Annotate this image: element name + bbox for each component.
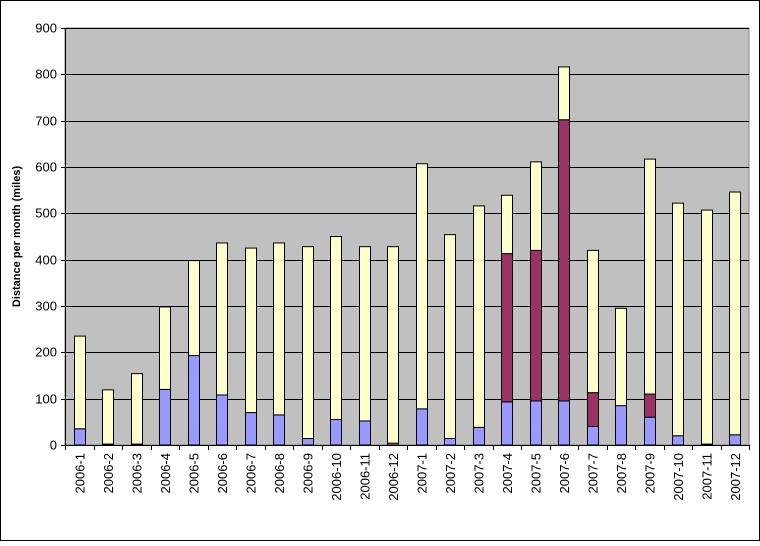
y-axis: 0 100 200 300 400 500 600 700 800 900 <box>35 21 66 453</box>
x-tick-label: 2006-1 <box>72 453 87 493</box>
x-tick-label: 2007-5 <box>528 453 543 493</box>
bar-segment-2007-6-s1 <box>558 400 570 446</box>
bar-group <box>74 66 741 446</box>
x-tick-label: 2006-2 <box>101 453 116 493</box>
y-tick-label: 200 <box>35 345 57 360</box>
x-tick-label: 2007-8 <box>614 453 629 493</box>
bar-segment-2006-4-s3 <box>159 306 171 390</box>
bar-segment-2006-3-s3 <box>131 373 143 445</box>
bar-segment-2006-5-s1 <box>188 355 200 446</box>
bar-segment-2006-8-s1 <box>273 414 285 446</box>
x-tick-label: 2006-6 <box>215 453 230 493</box>
x-tick-label: 2006-12 <box>386 453 401 501</box>
bar-segment-2007-7-s1 <box>587 425 599 446</box>
x-tick-label: 2007-6 <box>557 453 572 493</box>
bar-segment-2007-6-s2 <box>558 119 570 402</box>
bar-segment-2006-1-s3 <box>74 335 86 430</box>
y-tick-label: 0 <box>50 438 57 453</box>
x-tick-label: 2006-4 <box>158 453 173 493</box>
bar-segment-2007-4-s1 <box>501 401 513 446</box>
bar-segment-2006-10-s3 <box>330 236 342 421</box>
x-tick-label: 2006-5 <box>186 453 201 493</box>
x-tick-label: 2006-8 <box>272 453 287 493</box>
bar-segment-2006-7-s1 <box>245 412 257 446</box>
y-tick-label: 800 <box>35 67 57 82</box>
bar-segment-2007-5-s2 <box>530 249 542 402</box>
bar-segment-2007-10-s3 <box>672 202 684 437</box>
bar-segment-2006-5-s3 <box>188 260 200 357</box>
y-tick-label: 300 <box>35 299 57 314</box>
bar-segment-2007-3-s1 <box>473 426 485 446</box>
x-tick-label: 2006-3 <box>129 453 144 493</box>
y-tick-label: 600 <box>35 160 57 175</box>
bar-segment-2006-9-s1 <box>302 438 314 446</box>
x-tick-label: 2007-11 <box>699 453 714 500</box>
bar-segment-2006-12-s3 <box>387 246 399 444</box>
x-tick-label: 2007-7 <box>585 453 600 493</box>
x-tick-label: 2007-3 <box>471 453 486 493</box>
bar-segment-2007-4-s2 <box>501 253 513 403</box>
bar-segment-2007-2-s1 <box>444 438 456 446</box>
bar-segment-2007-1-s1 <box>416 408 428 446</box>
bar-segment-2007-10-s1 <box>672 435 684 446</box>
x-tick-label: 2006-10 <box>329 453 344 501</box>
bar-segment-2007-5-s3 <box>530 161 542 251</box>
bar-segment-2006-1-s1 <box>74 428 86 446</box>
bar-segment-2007-7-s3 <box>587 249 599 394</box>
bar-segment-2007-4-s3 <box>501 194 513 255</box>
bar-segment-2006-7-s3 <box>245 247 257 414</box>
bar-segment-2006-9-s3 <box>302 246 314 440</box>
bar-segment-2007-1-s3 <box>416 163 428 410</box>
bar-segment-2007-9-s1 <box>644 416 656 446</box>
plot-area <box>64 27 750 446</box>
x-tick-label: 2007-1 <box>414 453 429 493</box>
x-tick-label: 2007-12 <box>728 453 743 501</box>
x-tick-label: 2006-9 <box>300 453 315 493</box>
bar-segment-2006-2-s3 <box>102 389 114 445</box>
bar-segment-2007-7-s2 <box>587 392 599 427</box>
x-tick-label: 2006-7 <box>243 453 258 493</box>
y-axis-label: Distance per month (miles) <box>11 166 23 308</box>
bar-segment-2006-10-s1 <box>330 419 342 446</box>
y-tick-label: 900 <box>35 21 57 36</box>
x-tick-label: 2007-4 <box>500 453 515 493</box>
y-tick-label: 700 <box>35 114 57 129</box>
bar-segment-2006-6-s3 <box>216 242 228 396</box>
bar-segment-2006-8-s3 <box>273 242 285 416</box>
bar-segment-2006-4-s1 <box>159 388 171 446</box>
x-tick-label: 2006-11 <box>357 453 372 500</box>
y-tick-label: 500 <box>35 206 57 221</box>
bar-segment-2006-6-s1 <box>216 394 228 446</box>
bar-segment-2007-5-s1 <box>530 400 542 446</box>
bar-segment-2007-6-s3 <box>558 66 570 121</box>
x-tick-label: 2007-2 <box>443 453 458 493</box>
bar-segment-2007-3-s3 <box>473 205 485 428</box>
bar-segment-2007-12-s1 <box>729 434 741 446</box>
x-axis: 2006-1 2006-2 2006-3 2006-4 2006-5 2006-6 2006… <box>65 445 750 501</box>
x-tick-label: 2007-9 <box>642 453 657 493</box>
x-tick-label: 2007-10 <box>671 453 686 501</box>
bar-segment-2007-12-s3 <box>729 191 741 436</box>
bar-segment-2007-9-s2 <box>644 393 656 418</box>
bar-segment-2007-2-s3 <box>444 234 456 440</box>
y-tick-label: 100 <box>35 392 57 407</box>
bar-segment-2007-9-s3 <box>644 158 656 395</box>
y-tick-label: 400 <box>35 253 57 268</box>
bar-segment-2007-11-s3 <box>701 209 713 445</box>
bar-segment-2006-11-s3 <box>359 246 371 422</box>
bar-segment-2007-8-s3 <box>615 307 627 407</box>
bar-segment-2007-8-s1 <box>615 405 627 446</box>
bar-segment-2006-11-s1 <box>359 420 371 446</box>
gridlines <box>65 28 749 400</box>
